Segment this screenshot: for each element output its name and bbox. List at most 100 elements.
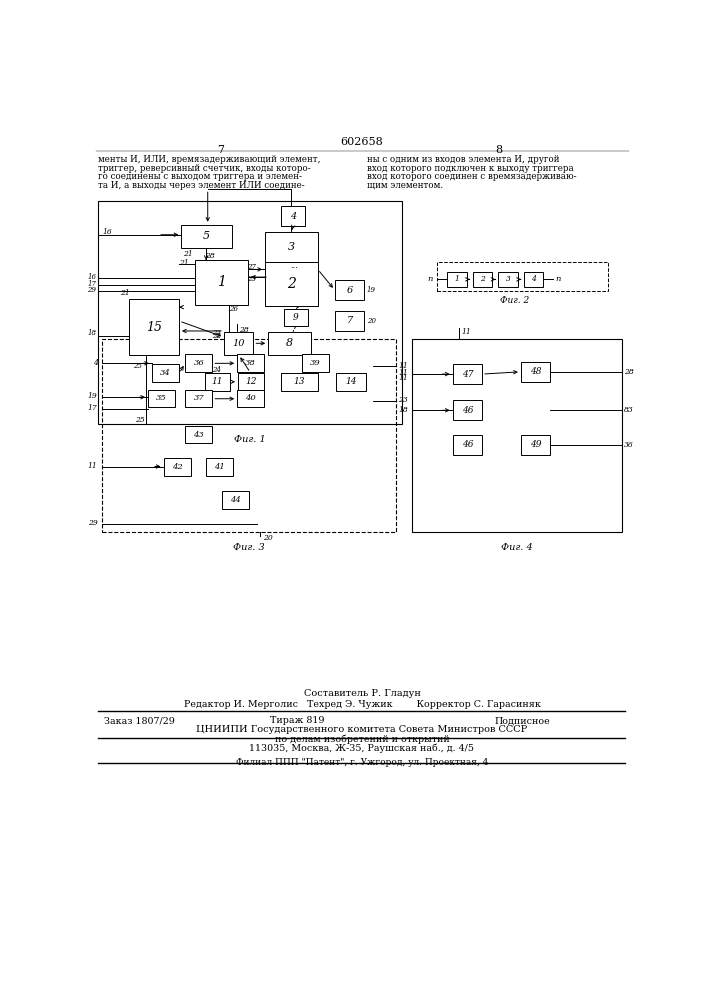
Text: 25: 25 (134, 362, 143, 370)
Bar (148, 389, 175, 407)
Text: 23: 23 (212, 329, 221, 337)
Text: 2: 2 (287, 277, 296, 291)
Text: 29: 29 (88, 519, 98, 527)
Text: 22: 22 (212, 332, 221, 340)
Bar (237, 354, 264, 372)
Bar (163, 458, 191, 476)
Bar (238, 373, 264, 391)
Text: ны с одним из входов элемента И, другой: ны с одним из входов элемента И, другой (368, 155, 560, 164)
Text: 4: 4 (93, 359, 98, 367)
Text: менты И, ИЛИ, времязадерживающий элемент,: менты И, ИЛИ, времязадерживающий элемент… (98, 155, 321, 164)
Text: 11: 11 (211, 377, 223, 386)
Text: 18: 18 (87, 329, 96, 337)
Text: 10: 10 (233, 339, 245, 348)
Text: 48: 48 (530, 367, 542, 376)
Text: 4: 4 (290, 212, 296, 221)
Text: 602658: 602658 (341, 137, 383, 147)
Text: 28: 28 (205, 252, 215, 260)
Text: 24: 24 (213, 366, 221, 374)
Text: по делам изобретений и открытий: по делам изобретений и открытий (274, 734, 450, 744)
Text: 12: 12 (245, 377, 257, 386)
Text: 39: 39 (310, 359, 320, 367)
Text: 6: 6 (346, 286, 353, 295)
Text: 41: 41 (214, 463, 225, 471)
Text: 16: 16 (103, 228, 112, 236)
Text: триггер, реверсивный счетчик, входы которо-: триггер, реверсивный счетчик, входы кото… (98, 164, 311, 173)
Text: 1: 1 (217, 275, 226, 289)
Bar (452, 435, 482, 455)
Text: 42: 42 (172, 463, 182, 471)
Text: 4: 4 (531, 275, 536, 283)
Text: 28: 28 (240, 326, 250, 334)
Bar (195, 260, 248, 305)
Text: 46: 46 (462, 440, 473, 449)
Text: 1: 1 (455, 275, 460, 283)
Text: 18: 18 (399, 406, 409, 414)
Text: n: n (428, 275, 433, 283)
Text: ЦНИИПИ Государственного комитета Совета Министров СССР: ЦНИИПИ Государственного комитета Совета … (197, 725, 527, 734)
Bar (185, 426, 212, 443)
Text: Фиг. 3: Фиг. 3 (233, 543, 264, 552)
Text: 27: 27 (247, 263, 257, 271)
Bar (335, 311, 364, 331)
Text: 21: 21 (182, 250, 192, 258)
Text: 2: 2 (480, 275, 485, 283)
Text: 21: 21 (120, 289, 129, 297)
Text: Заказ 1807/29: Заказ 1807/29 (104, 716, 175, 725)
Text: 44: 44 (230, 496, 240, 504)
Text: Подписное: Подписное (494, 716, 550, 725)
Text: 11: 11 (399, 369, 409, 377)
Bar (524, 272, 543, 287)
Bar (224, 332, 253, 355)
Text: 40: 40 (245, 394, 256, 402)
Text: 20: 20 (263, 534, 272, 542)
Text: 11: 11 (461, 328, 471, 336)
Text: 3: 3 (506, 275, 510, 283)
Text: 20: 20 (367, 317, 375, 325)
Text: го соединены с выходом триггера и элемен-: го соединены с выходом триггера и элемен… (98, 172, 303, 181)
Text: 23: 23 (398, 396, 408, 404)
Text: 8: 8 (496, 145, 503, 155)
Text: 17: 17 (87, 280, 96, 288)
Text: 11: 11 (398, 362, 408, 370)
Text: 25: 25 (134, 416, 144, 424)
Bar (268, 332, 311, 355)
Text: 47: 47 (462, 370, 473, 379)
Text: 35: 35 (156, 394, 167, 402)
Bar (412, 339, 621, 532)
Text: 14: 14 (345, 377, 357, 386)
Bar (521, 435, 550, 455)
Text: 36: 36 (624, 441, 633, 449)
Bar (281, 373, 317, 391)
Bar (98, 201, 402, 424)
Text: 36: 36 (194, 359, 204, 367)
Bar (284, 309, 308, 326)
Text: 28: 28 (624, 368, 633, 376)
Text: 23: 23 (247, 275, 257, 283)
Text: 26: 26 (229, 305, 238, 313)
Text: 16: 16 (87, 273, 96, 281)
Text: Фиг. 1: Фиг. 1 (235, 435, 267, 444)
Bar (185, 354, 212, 372)
Text: вход которого соединен с времязадерживаю-: вход которого соединен с времязадерживаю… (368, 172, 577, 181)
Text: 11: 11 (88, 462, 98, 470)
Bar (337, 373, 366, 391)
Bar (437, 262, 607, 291)
Text: Составитель Р. Гладун: Составитель Р. Гладун (303, 688, 421, 698)
Text: 11: 11 (398, 374, 408, 382)
Text: 19: 19 (367, 286, 375, 294)
Bar (185, 389, 212, 407)
Text: 43: 43 (194, 431, 204, 439)
Bar (335, 280, 364, 300)
Bar (102, 339, 396, 532)
Text: n: n (555, 275, 561, 283)
Bar (265, 232, 317, 262)
Text: 8: 8 (286, 338, 293, 348)
Text: Филиал ППП "Патент", г. Ужгород, ул. Проектная, 4: Филиал ППП "Патент", г. Ужгород, ул. Про… (235, 758, 488, 767)
Text: щим элементом.: щим элементом. (368, 181, 443, 190)
Bar (448, 272, 467, 287)
Text: Редактор И. Мерголис   Техред Э. Чужик        Корректор С. Гарасиняк: Редактор И. Мерголис Техред Э. Чужик Кор… (184, 700, 540, 709)
Text: 3: 3 (288, 242, 295, 252)
Text: 13: 13 (293, 377, 305, 386)
Text: 15: 15 (146, 321, 162, 334)
